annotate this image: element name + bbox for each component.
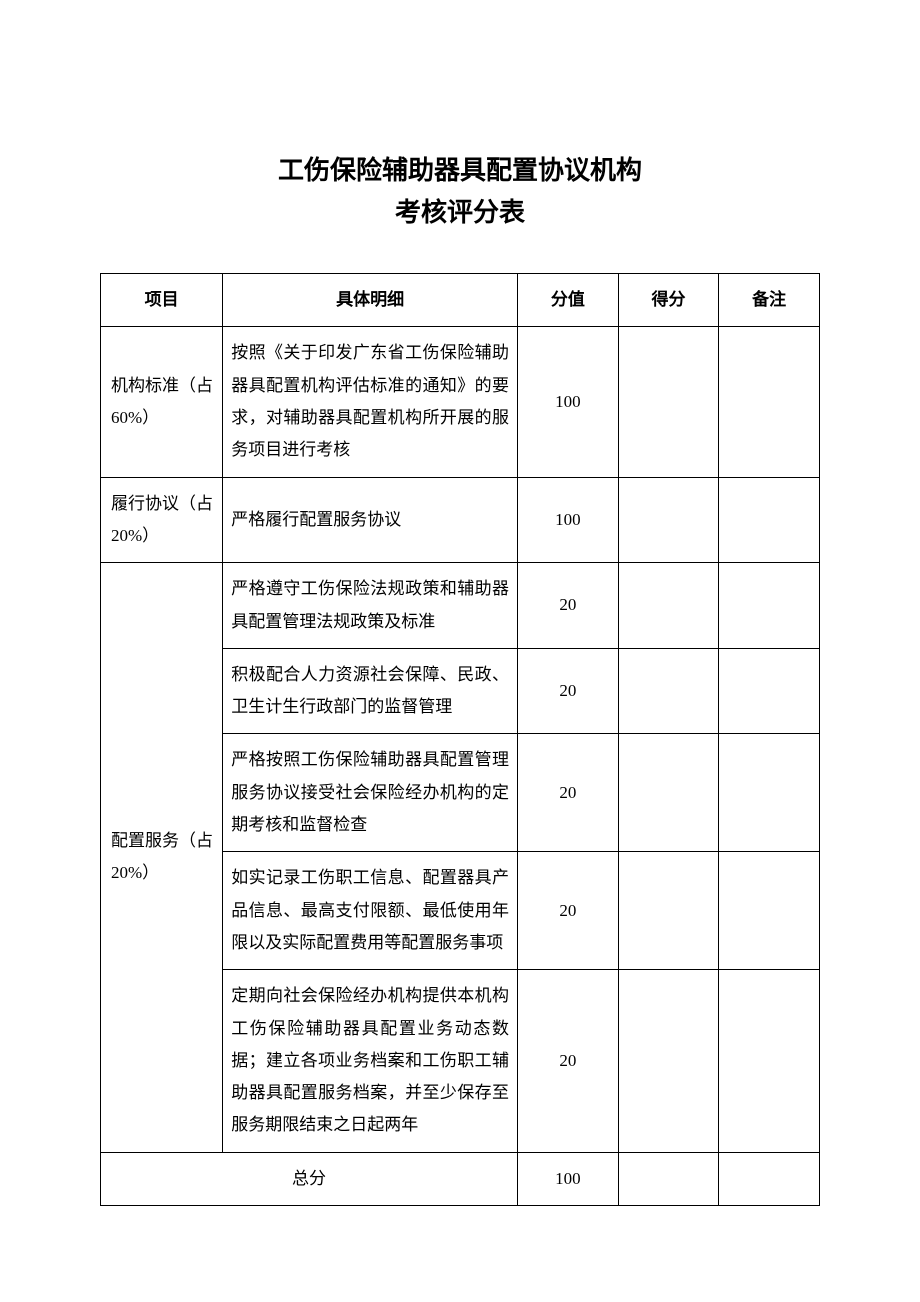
document-title: 工伤保险辅助器具配置协议机构 考核评分表 <box>100 150 820 233</box>
detail-cell: 如实记录工伤职工信息、配置器具产品信息、最高支付限额、最低使用年限以及实际配置费… <box>223 852 518 970</box>
table-header-row: 项目 具体明细 分值 得分 备注 <box>101 274 820 327</box>
header-got: 得分 <box>618 274 719 327</box>
total-remark-cell <box>719 1152 820 1205</box>
title-line-1: 工伤保险辅助器具配置协议机构 <box>100 150 820 192</box>
detail-cell: 严格按照工伤保险辅助器具配置管理服务协议接受社会保险经办机构的定期考核和监督检查 <box>223 734 518 852</box>
remark-cell <box>719 477 820 563</box>
header-project: 项目 <box>101 274 223 327</box>
remark-cell <box>719 563 820 649</box>
assessment-table: 项目 具体明细 分值 得分 备注 机构标准（占 60%）按照《关于印发广东省工伤… <box>100 273 820 1206</box>
score-cell: 20 <box>518 852 619 970</box>
remark-cell <box>719 734 820 852</box>
score-cell: 20 <box>518 563 619 649</box>
project-cell: 机构标准（占 60%） <box>101 327 223 477</box>
remark-cell <box>719 970 820 1152</box>
total-got-cell <box>618 1152 719 1205</box>
table-row: 履行协议（占 20%）严格履行配置服务协议100 <box>101 477 820 563</box>
got-cell <box>618 852 719 970</box>
got-cell <box>618 563 719 649</box>
project-cell: 履行协议（占 20%） <box>101 477 223 563</box>
table-row: 配置服务（占 20%）严格遵守工伤保险法规政策和辅助器具配置管理法规政策及标准2… <box>101 563 820 649</box>
score-cell: 20 <box>518 648 619 734</box>
detail-cell: 定期向社会保险经办机构提供本机构工伤保险辅助器具配置业务动态数据；建立各项业务档… <box>223 970 518 1152</box>
score-cell: 100 <box>518 327 619 477</box>
detail-cell: 严格履行配置服务协议 <box>223 477 518 563</box>
detail-cell: 严格遵守工伤保险法规政策和辅助器具配置管理法规政策及标准 <box>223 563 518 649</box>
remark-cell <box>719 852 820 970</box>
detail-cell: 按照《关于印发广东省工伤保险辅助器具配置机构评估标准的通知》的要求，对辅助器具配… <box>223 327 518 477</box>
header-detail: 具体明细 <box>223 274 518 327</box>
table-row: 机构标准（占 60%）按照《关于印发广东省工伤保险辅助器具配置机构评估标准的通知… <box>101 327 820 477</box>
total-row: 总分100 <box>101 1152 820 1205</box>
header-score: 分值 <box>518 274 619 327</box>
got-cell <box>618 648 719 734</box>
got-cell <box>618 477 719 563</box>
got-cell <box>618 327 719 477</box>
total-label-cell: 总分 <box>101 1152 518 1205</box>
score-cell: 100 <box>518 477 619 563</box>
title-line-2: 考核评分表 <box>100 192 820 234</box>
detail-cell: 积极配合人力资源社会保障、民政、卫生计生行政部门的监督管理 <box>223 648 518 734</box>
total-score-cell: 100 <box>518 1152 619 1205</box>
project-cell: 配置服务（占 20%） <box>101 563 223 1152</box>
remark-cell <box>719 327 820 477</box>
got-cell <box>618 734 719 852</box>
remark-cell <box>719 648 820 734</box>
score-cell: 20 <box>518 734 619 852</box>
got-cell <box>618 970 719 1152</box>
score-cell: 20 <box>518 970 619 1152</box>
header-remark: 备注 <box>719 274 820 327</box>
